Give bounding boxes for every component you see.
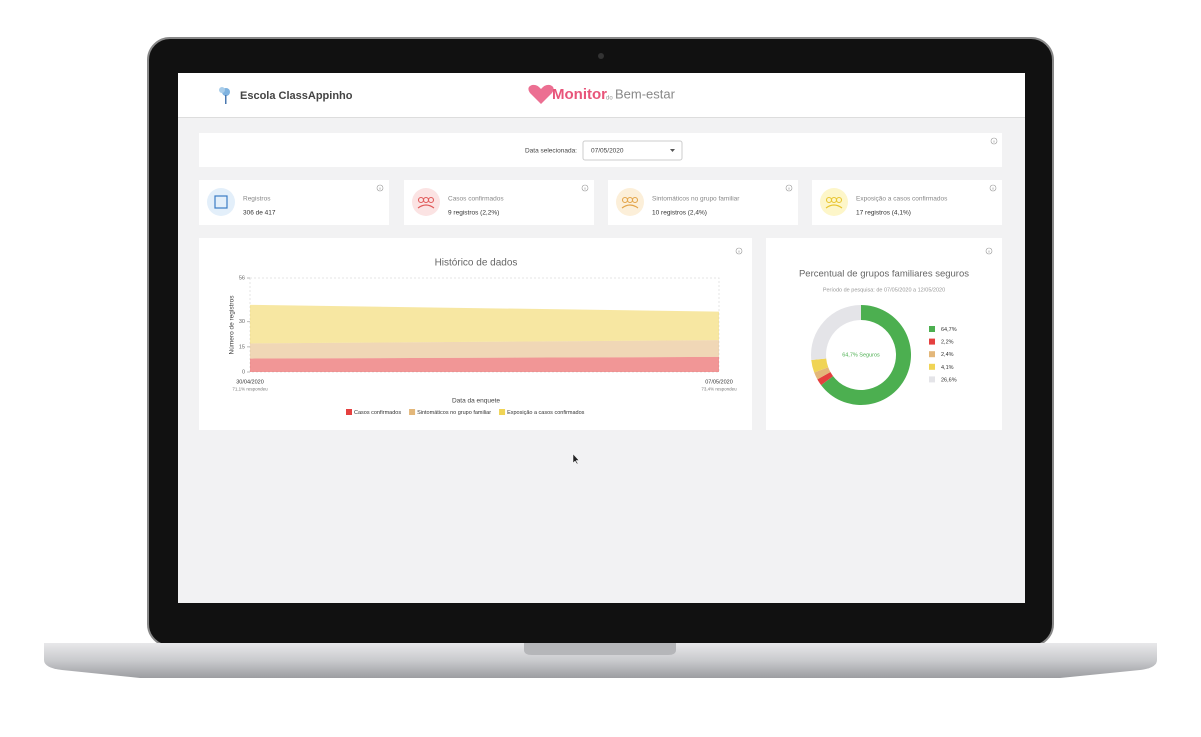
card-value: 10 registros (2,4%) bbox=[652, 210, 707, 217]
y-axis-label: Número de registros bbox=[229, 295, 236, 355]
legend-swatch bbox=[929, 376, 935, 383]
info-icon bbox=[989, 184, 997, 192]
legend-label: 2,4% bbox=[941, 352, 954, 358]
donut-slice bbox=[811, 305, 861, 361]
card-icon-glyph bbox=[214, 195, 228, 209]
charts: Histórico de dados Número de registros Dat… bbox=[229, 247, 993, 416]
area bbox=[250, 304, 719, 344]
logo-small: do bbox=[606, 96, 613, 102]
legend-swatch bbox=[409, 409, 416, 415]
legend-label: 64,7% bbox=[941, 327, 957, 333]
donut-slice bbox=[814, 367, 831, 380]
card-icon-glyph bbox=[825, 204, 843, 209]
card-title: Casos confirmados bbox=[448, 196, 504, 203]
card-icon-glyph bbox=[427, 196, 435, 204]
info-icon bbox=[985, 247, 993, 255]
donut-panel bbox=[766, 238, 1002, 430]
legend-label: Exposição a casos confirmados bbox=[507, 410, 585, 416]
cards: Registros 306 de 417 Casos confirmados 9 re… bbox=[199, 180, 1002, 225]
logo-end: Bem-estar bbox=[615, 86, 676, 101]
card-value: 306 de 417 bbox=[243, 210, 276, 217]
card-icon-glyph bbox=[631, 196, 639, 204]
donut-slice bbox=[821, 305, 911, 405]
chart-subtitle: Período de pesquisa: de 07/05/2020 a 12/… bbox=[823, 287, 945, 293]
chart-title: Percentual de grupos familiares seguros bbox=[799, 269, 969, 280]
date-dropdown[interactable] bbox=[582, 140, 683, 161]
card-title: Exposição a casos confirmados bbox=[856, 196, 948, 203]
x-tick-note: 73,4% respondeu bbox=[701, 387, 737, 392]
laptop-base bbox=[44, 643, 1157, 678]
legend-label: Casos confirmados bbox=[354, 410, 401, 416]
donut-slice bbox=[811, 358, 829, 373]
center-label: 64,7% Seguros bbox=[842, 352, 880, 358]
info-icon bbox=[581, 184, 589, 192]
card-title: Registros bbox=[243, 196, 271, 203]
card-icon-glyph bbox=[835, 196, 843, 204]
y-tick-label: 0 bbox=[242, 369, 245, 375]
legend-swatch bbox=[929, 351, 935, 358]
camera bbox=[598, 53, 604, 59]
top-bar bbox=[178, 73, 1025, 117]
legend-swatch bbox=[929, 326, 935, 332]
legend-swatch bbox=[929, 363, 935, 370]
area bbox=[250, 340, 719, 359]
legend-label: 2,2% bbox=[941, 340, 954, 346]
legend-swatch bbox=[499, 409, 506, 415]
donut-slice bbox=[817, 372, 834, 386]
card-title: Sintomáticos no grupo familiar bbox=[652, 196, 740, 203]
y-tick-label: 56 bbox=[239, 275, 245, 281]
legend-label: 26,6% bbox=[941, 377, 957, 383]
card-icon-glyph bbox=[621, 204, 639, 209]
notch bbox=[524, 643, 676, 655]
legend-swatch bbox=[346, 409, 352, 415]
filter-label: Data selecionada: bbox=[525, 148, 577, 155]
x-axis-label: Data da enquete bbox=[452, 398, 500, 405]
info-icon bbox=[735, 247, 743, 255]
area bbox=[250, 356, 719, 372]
card-value: 9 registros (2,2%) bbox=[448, 210, 499, 217]
card-icon bbox=[207, 188, 235, 216]
x-tick-label: 07/05/2020 bbox=[705, 379, 733, 385]
chart-title: Histórico de dados bbox=[435, 258, 518, 269]
info-icon bbox=[785, 184, 793, 192]
school-logo bbox=[219, 87, 230, 104]
cursor bbox=[572, 453, 580, 465]
legend-label: 4,1% bbox=[941, 365, 954, 371]
card-icon-glyph bbox=[417, 204, 435, 209]
heart-logo bbox=[528, 84, 554, 104]
info-icon bbox=[376, 184, 384, 192]
date-value: 07/05/2020 bbox=[591, 148, 624, 155]
info-icon bbox=[990, 137, 998, 145]
x-tick-label: 30/04/2020 bbox=[236, 379, 264, 385]
legend-swatch bbox=[929, 338, 935, 345]
dropdown-arrow bbox=[670, 149, 675, 152]
y-tick-label: 30 bbox=[239, 319, 245, 325]
x-tick-note: 71,1% respondeu bbox=[232, 387, 268, 392]
school-name: Escola ClassAppinho bbox=[240, 90, 353, 102]
card-value: 17 registros (4,1%) bbox=[856, 210, 911, 217]
logo-main: Monitor bbox=[552, 86, 607, 103]
legend-label: Sintomáticos no grupo familiar bbox=[417, 410, 491, 416]
y-tick-label: 15 bbox=[239, 344, 245, 350]
